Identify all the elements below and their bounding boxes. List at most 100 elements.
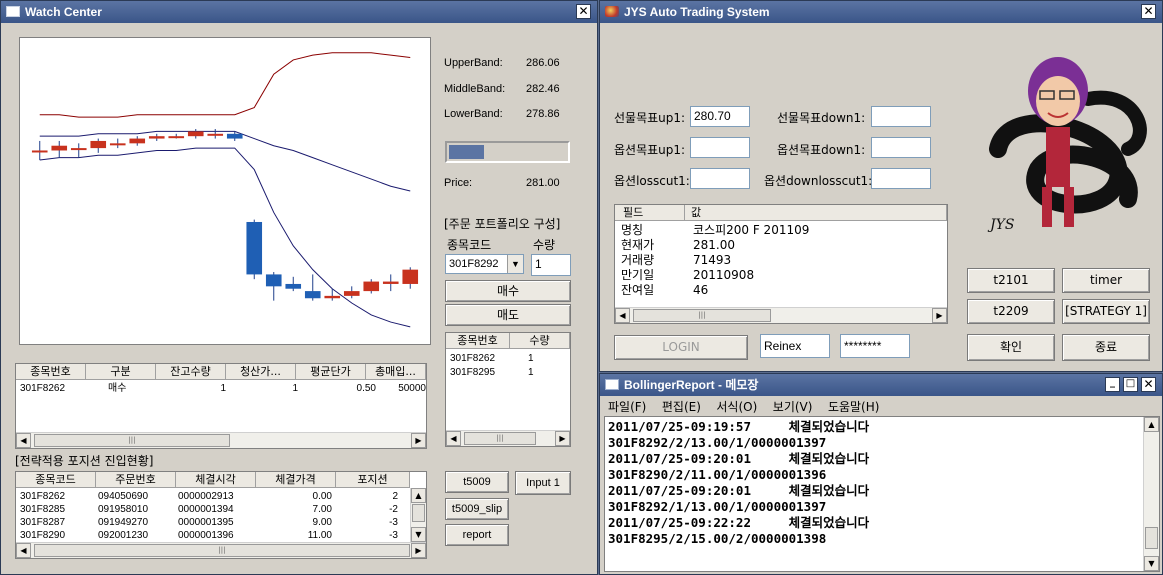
scroll-thumb[interactable]: ||| bbox=[34, 544, 410, 557]
col-header[interactable]: 포지션 bbox=[336, 472, 410, 487]
order-list-hscroll[interactable]: ◀ ||| ▶ bbox=[446, 430, 570, 446]
col-header[interactable]: 잔고수량 bbox=[156, 364, 226, 379]
col-header[interactable]: 체결시각 bbox=[176, 472, 256, 487]
table-row[interactable]: 301F8262 094050690 0000002913 0.00 2 bbox=[20, 490, 398, 503]
field-hscroll[interactable]: ◀ ||| ▶ bbox=[615, 307, 947, 323]
sell-button[interactable]: 매도 bbox=[445, 304, 571, 326]
table-cell: 0000001396 bbox=[178, 530, 234, 541]
report-text-area[interactable]: 2011/07/25-09:19:57 체결되었습니다 301F8292/2/13… bbox=[604, 416, 1160, 572]
table-cell: 301F8285 bbox=[20, 504, 66, 515]
col-header[interactable]: 구분 bbox=[86, 364, 156, 379]
scroll-left-icon[interactable]: ◀ bbox=[16, 433, 31, 448]
positions-hscroll[interactable]: ◀ ||| ▶ bbox=[16, 432, 426, 448]
table-row[interactable]: 301F8285 091958010 0000001394 7.00 -2 bbox=[20, 503, 398, 516]
maximize-icon[interactable]: □ bbox=[1123, 377, 1138, 392]
jys-titlebar[interactable]: JYS Auto Trading System ✕ bbox=[600, 1, 1162, 23]
scroll-right-icon[interactable]: ▶ bbox=[411, 543, 426, 558]
bollinger-chart bbox=[19, 37, 431, 345]
close-icon[interactable]: ✕ bbox=[1141, 377, 1156, 392]
field-row[interactable]: 현재가 281.00 bbox=[621, 238, 933, 253]
table-row[interactable]: 301F8290 092001230 0000001396 11.00 -3 bbox=[20, 529, 398, 542]
col-header[interactable]: 수량 bbox=[510, 333, 570, 348]
exit-button[interactable]: 종료 bbox=[1062, 334, 1150, 361]
timer-button[interactable]: timer bbox=[1062, 268, 1150, 293]
close-icon[interactable]: ✕ bbox=[1141, 4, 1156, 19]
table-row[interactable]: 301F8287 091949270 0000001395 9.00 -3 bbox=[20, 516, 398, 529]
scroll-left-icon[interactable]: ◀ bbox=[16, 543, 31, 558]
col-header[interactable]: 값 bbox=[685, 205, 947, 220]
scroll-up-icon[interactable]: ▲ bbox=[411, 488, 426, 503]
list-item[interactable]: 301F8262 1 bbox=[450, 353, 534, 364]
entries-vscroll[interactable]: ▲ ▼ bbox=[410, 488, 426, 542]
col-header[interactable]: 청산가... bbox=[226, 364, 296, 379]
scroll-up-icon[interactable]: ▲ bbox=[1144, 417, 1159, 432]
field-value: 281.00 bbox=[693, 238, 735, 252]
t5009-slip-button[interactable]: t5009_slip bbox=[445, 498, 509, 520]
col-header[interactable]: 체결가격 bbox=[256, 472, 336, 487]
user-input[interactable]: Reinex bbox=[760, 334, 830, 358]
t2209-button[interactable]: t2209 bbox=[967, 299, 1055, 324]
scroll-right-icon[interactable]: ▶ bbox=[555, 431, 570, 446]
f-down-input[interactable] bbox=[871, 106, 931, 127]
watch-center-titlebar[interactable]: Watch Center ✕ bbox=[1, 1, 597, 23]
col-header[interactable]: 종목코드 bbox=[16, 472, 96, 487]
o-loss-input[interactable] bbox=[690, 168, 750, 189]
field-value: 20110908 bbox=[693, 268, 755, 282]
close-icon[interactable]: ✕ bbox=[576, 4, 591, 19]
menu-view[interactable]: 보기(V) bbox=[772, 400, 813, 414]
field-row[interactable]: 거래량 71493 bbox=[621, 253, 933, 268]
col-header[interactable]: 주문번호 bbox=[96, 472, 176, 487]
list-item[interactable]: 301F8295 1 bbox=[450, 367, 534, 378]
field-name: 거래량 bbox=[621, 253, 655, 267]
buy-button[interactable]: 매수 bbox=[445, 280, 571, 302]
col-header[interactable]: 종목번호 bbox=[16, 364, 86, 379]
t5009-button[interactable]: t5009 bbox=[445, 471, 509, 493]
minimize-icon[interactable]: _ bbox=[1105, 377, 1120, 392]
menu-file[interactable]: 파일(F) bbox=[608, 400, 647, 414]
strategy-button[interactable]: [STRATEGY 1] bbox=[1062, 299, 1150, 324]
col-header[interactable]: 종목번호 bbox=[446, 333, 510, 348]
scroll-left-icon[interactable]: ◀ bbox=[446, 431, 461, 446]
report-vscroll[interactable]: ▲ ▼ bbox=[1143, 417, 1159, 571]
candle-body bbox=[148, 136, 165, 139]
notepad-icon bbox=[605, 379, 619, 390]
scroll-thumb[interactable] bbox=[1145, 527, 1158, 549]
scroll-thumb[interactable]: ||| bbox=[34, 434, 230, 447]
t2101-button[interactable]: t2101 bbox=[967, 268, 1055, 293]
scroll-thumb[interactable] bbox=[412, 504, 425, 522]
scroll-thumb[interactable]: ||| bbox=[464, 432, 536, 445]
menu-format[interactable]: 서식(O) bbox=[716, 400, 758, 414]
qty-input[interactable]: 1 bbox=[531, 254, 571, 276]
scroll-thumb[interactable]: ||| bbox=[633, 309, 771, 322]
col-header[interactable]: 필드 bbox=[615, 205, 685, 220]
scroll-down-icon[interactable]: ▼ bbox=[411, 527, 426, 542]
col-header[interactable]: 평균단가 bbox=[296, 364, 366, 379]
scroll-right-icon[interactable]: ▶ bbox=[932, 308, 947, 323]
col-header[interactable]: 총매입... bbox=[366, 364, 426, 379]
report-titlebar[interactable]: BollingerReport - 메모장 _ □ ✕ bbox=[600, 374, 1162, 396]
menu-edit[interactable]: 편집(E) bbox=[661, 400, 701, 414]
report-button[interactable]: report bbox=[445, 524, 509, 546]
menu-help[interactable]: 도움말(H) bbox=[827, 400, 880, 414]
input1-button[interactable]: Input 1 bbox=[515, 471, 571, 495]
scroll-left-icon[interactable]: ◀ bbox=[615, 308, 630, 323]
code-select[interactable]: 301F8292 ▼ bbox=[445, 254, 524, 274]
field-row[interactable]: 명칭 코스피200 F 201109 bbox=[621, 223, 933, 238]
o-up-input[interactable] bbox=[690, 137, 750, 158]
scroll-down-icon[interactable]: ▼ bbox=[1144, 556, 1159, 571]
o-dloss-input[interactable] bbox=[871, 168, 931, 189]
password-input[interactable]: ******** bbox=[840, 334, 910, 358]
confirm-button[interactable]: 확인 bbox=[967, 334, 1055, 361]
o-down-input[interactable] bbox=[871, 137, 931, 158]
f-up-input[interactable]: 280.70 bbox=[690, 106, 750, 127]
progress-fill bbox=[449, 145, 485, 159]
login-button[interactable]: LOGIN bbox=[614, 335, 748, 360]
chevron-down-icon[interactable]: ▼ bbox=[507, 255, 523, 273]
table-row[interactable]: 301F8262 매수 1 1 0.50 50000 bbox=[20, 383, 426, 394]
field-row[interactable]: 만기일 20110908 bbox=[621, 268, 933, 283]
entries-hscroll[interactable]: ◀ ||| ▶ bbox=[16, 542, 426, 558]
price-label: Price: bbox=[444, 177, 473, 189]
scroll-right-icon[interactable]: ▶ bbox=[411, 433, 426, 448]
field-row[interactable]: 잔여일 46 bbox=[621, 283, 933, 298]
window-title: JYS Auto Trading System bbox=[624, 5, 770, 19]
